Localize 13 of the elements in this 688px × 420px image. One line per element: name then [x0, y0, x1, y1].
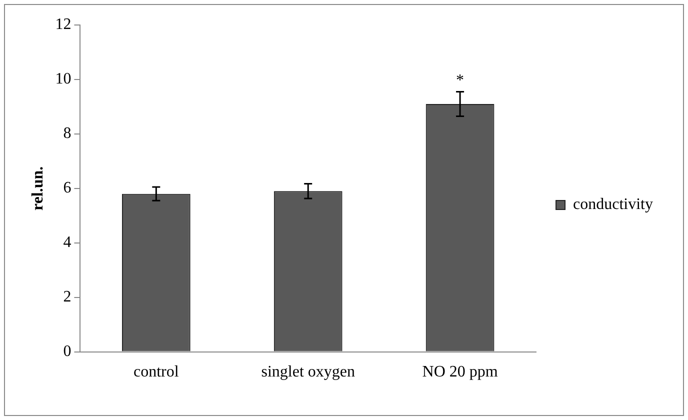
legend-label: conductivity	[573, 196, 653, 214]
annotation: *	[456, 72, 464, 89]
y-axis-title: rel.un.	[30, 166, 47, 210]
y-tick-label: 2	[63, 288, 72, 306]
y-tick-label: 8	[63, 125, 72, 142]
y-tick-label: 10	[55, 70, 72, 88]
y-tick-label: 0	[63, 343, 72, 360]
x-tick-label: NO 20 ppm	[422, 364, 498, 381]
y-tick-label: 12	[55, 16, 72, 34]
x-tick-label: singlet oxygen	[261, 364, 355, 381]
y-tick-label: 4	[63, 234, 72, 252]
y-tick-label: 6	[63, 180, 72, 197]
x-tick-label: control	[134, 364, 180, 381]
